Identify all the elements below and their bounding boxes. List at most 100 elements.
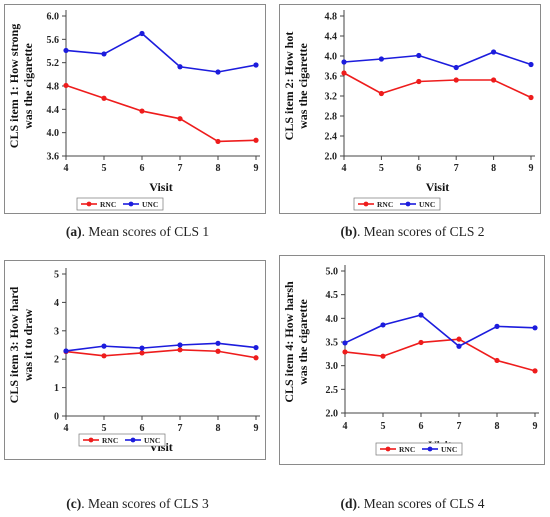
- legend-label-unc: UNC: [419, 200, 435, 209]
- data-point-unc: [418, 312, 424, 318]
- y-tick-label: 4.4: [47, 105, 60, 116]
- x-tick-label: 9: [254, 423, 259, 434]
- chart-panel-c: 0 1 2 3 4 5 4 5 6 7 8 9 Visit CLS item 3: How hard was…: [4, 260, 266, 460]
- data-point-unc: [456, 343, 462, 349]
- data-point-rnc: [342, 349, 348, 355]
- y-tick-label: 3.6: [325, 72, 338, 83]
- x-tick-label: 4: [64, 423, 69, 434]
- caption-tag: (d): [340, 496, 358, 511]
- y-tick-label: 4: [54, 298, 59, 309]
- y-tick-label: 3.6: [47, 152, 60, 163]
- data-point-unc: [416, 52, 422, 59]
- x-tick-label: 7: [457, 421, 462, 432]
- series-line-unc: [344, 314, 536, 348]
- legend-box: [375, 442, 463, 456]
- series-line-unc: [343, 51, 532, 69]
- x-tick-label: 5: [102, 423, 107, 434]
- legend-marker-rnc: [363, 201, 369, 207]
- data-point-rnc: [528, 94, 534, 101]
- data-point-unc: [177, 342, 183, 348]
- y-tick-label: 2.8: [325, 112, 338, 123]
- legend-label-unc: UNC: [441, 445, 457, 454]
- caption-text: . Mean scores of CLS 1: [81, 224, 210, 239]
- y-tick-label: 6.0: [47, 12, 60, 23]
- data-point-unc: [453, 64, 459, 71]
- x-tick-label: 9: [254, 163, 259, 174]
- y-tick-label: 4.0: [325, 52, 338, 63]
- data-point-rnc: [456, 336, 462, 342]
- caption-text: . Mean scores of CLS 2: [357, 224, 485, 239]
- legend-marker-unc: [128, 201, 134, 207]
- y-tick-label: 0: [54, 412, 59, 423]
- legend: RNC UNC: [76, 197, 164, 211]
- legend-marker-rnc: [88, 437, 94, 443]
- legend-box: [353, 197, 441, 211]
- legend-box: [78, 433, 166, 447]
- x-tick-label: 9: [533, 421, 538, 432]
- caption-tag: (c): [66, 496, 82, 511]
- y-tick-label: 4.5: [326, 290, 339, 301]
- y-axis-label-line: CLS item 2: How hot: [282, 32, 296, 141]
- caption-c: (c). Mean scores of CLS 3: [0, 496, 275, 512]
- y-tick-label: 5: [54, 270, 59, 281]
- data-point-unc: [378, 56, 384, 62]
- data-point-rnc: [101, 353, 107, 359]
- y-tick-label: 4.8: [325, 12, 338, 23]
- data-point-unc: [101, 51, 107, 57]
- caption-tag: (a): [65, 224, 82, 239]
- data-point-rnc: [418, 339, 424, 346]
- x-tick-label: 6: [416, 163, 421, 174]
- data-point-unc: [139, 345, 145, 351]
- data-point-unc: [139, 30, 145, 37]
- y-tick-label: 2.4: [325, 132, 338, 143]
- data-point-unc: [253, 62, 259, 68]
- y-tick-label: 3.2: [325, 92, 338, 103]
- y-axis-label-line: CLS item 1: How strong: [7, 24, 21, 148]
- x-tick-label: 4: [342, 163, 347, 174]
- chart-panel-b: 2.0 2.4 2.8 3.2 3.6 4.0 4.4 4.8 4 5 6 7 8 9 Visit CLS i…: [279, 4, 541, 214]
- legend-marker-unc: [405, 201, 411, 207]
- y-tick-label: 5.0: [326, 267, 339, 278]
- data-point-rnc: [101, 95, 107, 101]
- series-line-rnc: [344, 338, 536, 372]
- chart-frame: [279, 255, 545, 465]
- data-point-rnc: [494, 357, 500, 364]
- data-point-unc: [532, 325, 538, 331]
- legend-marker-rnc: [385, 446, 391, 452]
- y-tick-label: 2: [54, 355, 59, 366]
- data-point-unc: [177, 64, 183, 70]
- x-tick-label: 6: [140, 423, 145, 434]
- data-point-unc: [380, 322, 386, 328]
- data-point-rnc: [253, 137, 259, 143]
- x-tick-label: 6: [419, 421, 424, 432]
- chart-svg: 3.6 4.0 4.4 4.8 5.2 5.6 6.0 4 5 6 7 8 9 Visit CLS item…: [4, 4, 266, 214]
- caption-text: . Mean scores of CLS 4: [357, 496, 485, 511]
- y-tick-label: 4.0: [326, 314, 339, 325]
- caption-b: (b). Mean scores of CLS 2: [275, 224, 550, 240]
- x-tick-label: 8: [216, 423, 221, 434]
- x-tick-label: 4: [64, 163, 69, 174]
- legend-label-unc: UNC: [142, 200, 158, 209]
- legend-label-unc: UNC: [144, 436, 160, 445]
- data-point-unc: [63, 47, 69, 54]
- data-point-rnc: [453, 77, 459, 83]
- legend: RNC UNC: [375, 442, 463, 456]
- y-axis-label-line: was the cigarette: [21, 42, 35, 128]
- x-tick-label: 7: [454, 163, 459, 174]
- caption-d: (d). Mean scores of CLS 4: [275, 496, 550, 512]
- y-tick-label: 2.5: [326, 385, 339, 396]
- data-point-rnc: [380, 353, 386, 359]
- legend: RNC UNC: [78, 433, 166, 447]
- y-tick-label: 4.0: [47, 128, 60, 139]
- y-tick-label: 2.0: [326, 409, 339, 420]
- legend-marker-unc: [130, 437, 136, 443]
- y-axis-label-line: was the cigarette: [296, 42, 310, 128]
- data-point-unc: [494, 323, 500, 329]
- y-axis-label-line: CLS item 3: How hard: [7, 286, 21, 403]
- legend: RNC UNC: [353, 197, 441, 211]
- y-tick-label: 4.8: [47, 82, 60, 93]
- y-tick-label: 5.6: [47, 35, 60, 46]
- chart-frame: [4, 260, 266, 460]
- data-point-rnc: [63, 82, 69, 89]
